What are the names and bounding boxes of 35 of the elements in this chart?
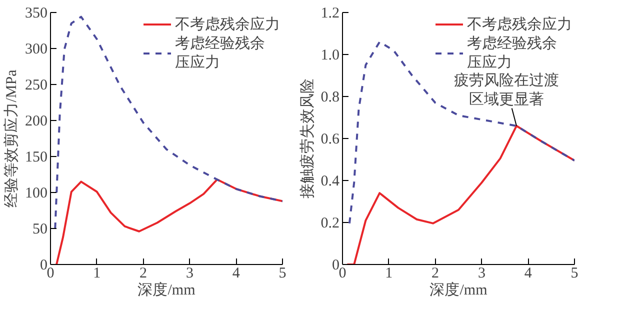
x-tick-label: 2 [140, 266, 148, 282]
y-axis-title: 经验等效剪应力/MPa [3, 69, 20, 208]
legend-label: 不考虑残余应力 [467, 15, 572, 34]
x-axis-title: 深度/mm [430, 282, 488, 298]
x-tick-label: 1 [385, 266, 393, 282]
y-tick-label: 0.6 [320, 132, 340, 148]
x-tick-label: 3 [478, 266, 486, 282]
y-tick-label: 0.8 [320, 90, 340, 106]
y-tick-label: 100 [25, 186, 48, 202]
y-tick-label: 200 [25, 114, 48, 130]
line-series [54, 16, 282, 230]
y-tick-label: 1.2 [320, 6, 340, 22]
y-tick-label: 300 [25, 42, 48, 58]
x-tick-label: 5 [278, 266, 286, 282]
y-tick-label: 250 [25, 78, 48, 94]
legend-label: 考虑经验残余压应力 [175, 34, 265, 72]
x-tick-label: 2 [432, 266, 440, 282]
x-tick-label: 1 [93, 266, 101, 282]
x-tick-label: 4 [232, 266, 240, 282]
y-tick-label: 150 [25, 150, 48, 166]
y-tick-label: 350 [25, 6, 48, 22]
x-axis-title: 深度/mm [138, 282, 196, 298]
y-tick-label: 0.4 [320, 174, 340, 190]
y-tick-label: 1.0 [320, 48, 340, 64]
annotation: 疲劳风险在过渡区域更显著 [454, 72, 559, 108]
x-tick-label: 5 [570, 266, 578, 282]
x-tick-label: 3 [186, 266, 194, 282]
y-tick-label: 50 [32, 222, 48, 238]
line-series [56, 178, 282, 264]
line-series [346, 124, 574, 264]
x-tick-label: 4 [524, 266, 532, 282]
y-tick-label: 0.2 [320, 216, 340, 232]
y-axis-title: 接触疲劳失效风险 [298, 78, 316, 198]
legend-label: 考虑经验残余压应力 [467, 34, 557, 72]
legend-label: 不考虑残余应力 [175, 15, 280, 34]
